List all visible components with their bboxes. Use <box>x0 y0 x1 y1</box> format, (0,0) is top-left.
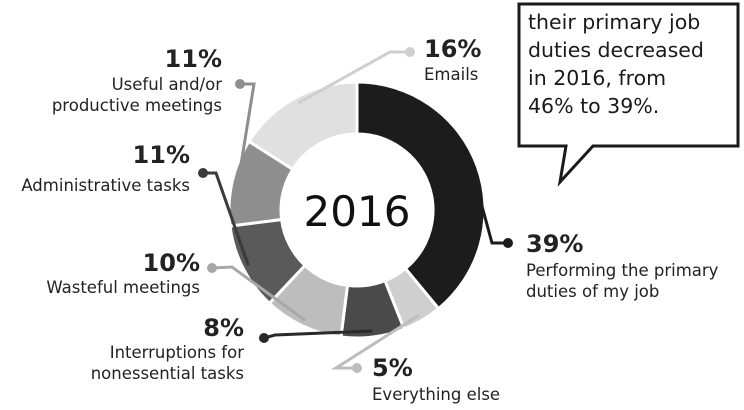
leader-line-3 <box>211 265 306 322</box>
slice-percent-label-6: 16% <box>424 35 481 63</box>
slice-labels: 39% Performing the primary duties of my jo… <box>21 35 718 404</box>
callout-line-4: 46% to 39%. <box>528 94 660 118</box>
slice-name-label-5: Useful and/or productive meetings <box>52 75 222 115</box>
slice-name-label-1: Everything else <box>372 385 500 404</box>
leader-dot-1 <box>352 363 362 373</box>
leader-dot-3 <box>207 263 217 273</box>
callout-bubble <box>517 2 740 187</box>
donut-slices <box>227 80 487 340</box>
slice-name-label-4: Administrative tasks <box>21 176 190 195</box>
slice-name-label-6: Emails <box>424 65 478 84</box>
leader-dot-5 <box>235 79 245 89</box>
slice-percent-label-2: 8% <box>203 314 244 342</box>
leader-line-0 <box>470 168 508 245</box>
leader-dot-6 <box>405 47 415 57</box>
slice-name-label-0: Performing the primary duties of my job <box>526 261 719 301</box>
leader-dot-0 <box>503 238 513 248</box>
donut-slice-6 <box>246 80 359 172</box>
donut-slice-0 <box>355 80 487 311</box>
callout-line-1: their primary job <box>528 10 701 34</box>
slice-percent-label-3: 10% <box>143 249 200 277</box>
slice-name-label-3: Wasteful meetings <box>46 278 200 297</box>
slice-name-label-2: Interruptions for nonessential tasks <box>91 343 245 383</box>
slice-percent-label-4: 11% <box>133 141 190 169</box>
leader-lines <box>198 47 513 373</box>
leader-line-6 <box>297 50 410 105</box>
slice-percent-label-0: 39% <box>526 230 583 258</box>
callout-text: their primary job duties decreased in 20… <box>528 8 706 120</box>
callout-line-3: in 2016, from <box>528 66 667 90</box>
leader-line-1 <box>330 313 420 370</box>
leader-dot-2 <box>259 333 269 343</box>
slice-percent-label-1: 5% <box>372 354 413 382</box>
center-label: 2016 <box>304 187 411 236</box>
leader-dot-4 <box>198 168 208 178</box>
slice-percent-label-5: 11% <box>165 45 222 73</box>
callout-line-2: duties decreased <box>528 38 704 62</box>
